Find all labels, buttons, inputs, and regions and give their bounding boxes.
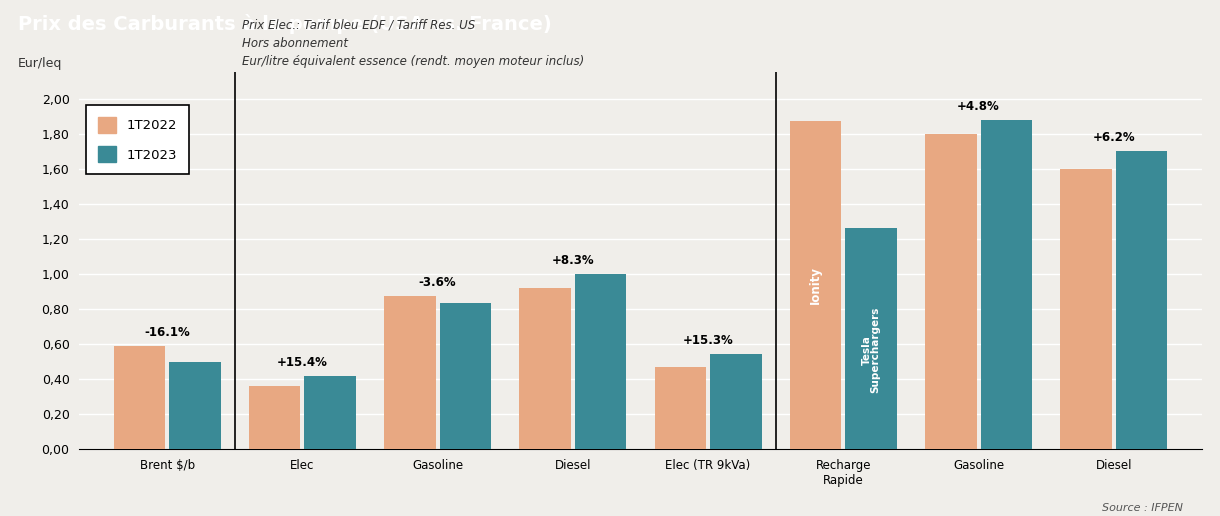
Text: Ionity: Ionity	[809, 266, 822, 304]
Bar	[249, 386, 300, 449]
Text: Prix Elec.: Tarif bleu EDF / Tariff Res. US
Hors abonnement
Eur/litre équivalent: Prix Elec.: Tarif bleu EDF / Tariff Res.…	[242, 19, 584, 69]
Text: Source : IFPEN: Source : IFPEN	[1103, 504, 1183, 513]
Legend: 1T2022, 1T2023: 1T2022, 1T2023	[85, 105, 189, 174]
Bar	[789, 121, 842, 449]
Bar	[925, 134, 976, 449]
Text: Eur/leq: Eur/leq	[17, 57, 62, 70]
Bar	[1116, 151, 1168, 449]
Text: +15.4%: +15.4%	[277, 356, 328, 369]
Text: +4.8%: +4.8%	[958, 100, 1000, 112]
Bar	[845, 228, 897, 449]
Text: Tesla
Superchargers: Tesla Superchargers	[861, 307, 881, 393]
Bar	[113, 346, 165, 449]
Bar	[710, 354, 761, 449]
Bar	[439, 302, 492, 449]
Text: +6.2%: +6.2%	[1092, 131, 1135, 144]
Bar	[520, 288, 571, 449]
Text: Prix des Carburants à la pompe (USA vs. France): Prix des Carburants à la pompe (USA vs. …	[18, 14, 551, 34]
Bar	[170, 362, 221, 449]
Bar	[305, 376, 356, 449]
Bar	[384, 297, 436, 449]
Bar	[1060, 169, 1111, 449]
Text: +15.3%: +15.3%	[683, 334, 733, 347]
Text: -3.6%: -3.6%	[418, 277, 456, 289]
Bar	[655, 366, 706, 449]
Text: +8.3%: +8.3%	[551, 254, 594, 267]
Bar	[981, 120, 1032, 449]
Text: -16.1%: -16.1%	[144, 326, 190, 338]
Bar	[575, 273, 626, 449]
